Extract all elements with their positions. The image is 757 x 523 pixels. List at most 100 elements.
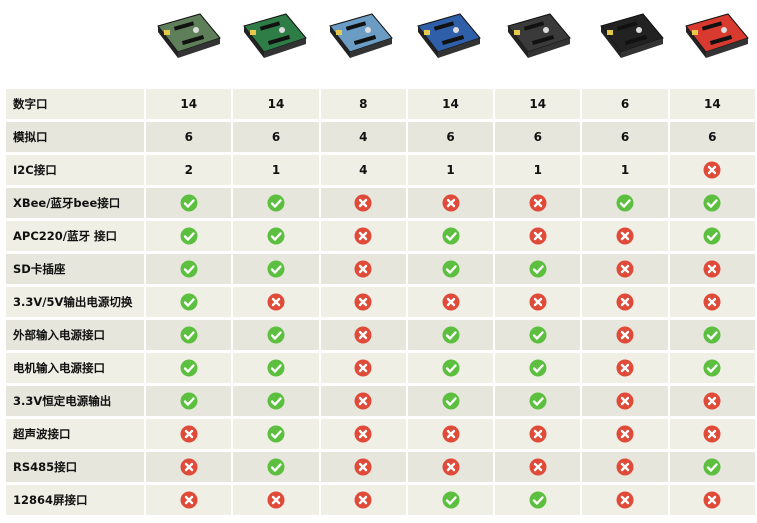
table-cell-value: 6 <box>669 122 755 152</box>
table-cell-value: 2 <box>146 155 232 185</box>
table-cell <box>320 254 406 284</box>
table-cell <box>146 353 232 383</box>
table-cell <box>233 386 319 416</box>
table-row: 电机输入电源接口 <box>6 353 755 383</box>
shield-board-2-image <box>238 8 310 70</box>
row-label: 外部输入电源接口 <box>6 320 145 350</box>
table-cell <box>669 188 755 218</box>
cross-circle-icon <box>529 227 547 245</box>
cross-circle-icon <box>703 425 721 443</box>
table-cell <box>320 320 406 350</box>
table-cell <box>495 386 581 416</box>
check-circle-icon <box>267 260 285 278</box>
shield-board-6-image <box>595 8 667 70</box>
shield-board-3-image <box>324 8 396 70</box>
check-circle-icon <box>267 227 285 245</box>
table-cell-value: 1 <box>407 155 494 185</box>
table-cell <box>407 320 494 350</box>
cross-circle-icon <box>442 194 460 212</box>
comparison-table: 数字口 14 14 8 14 14 6 14 模拟口 6 6 4 6 6 6 6 I2C接口 2 1 4 1 1 1 XBee… <box>4 86 757 518</box>
check-circle-icon <box>442 359 460 377</box>
table-cell <box>495 254 581 284</box>
cross-circle-icon <box>354 392 372 410</box>
cross-circle-icon <box>354 359 372 377</box>
row-label: 超声波接口 <box>6 419 145 449</box>
table-cell-value: 6 <box>233 122 319 152</box>
table-cell <box>582 221 668 251</box>
check-circle-icon <box>442 392 460 410</box>
table-cell <box>495 452 581 482</box>
table-cell <box>669 485 755 515</box>
check-circle-icon <box>180 194 198 212</box>
table-cell <box>495 485 581 515</box>
cross-circle-icon <box>180 425 198 443</box>
table-cell <box>669 254 755 284</box>
table-cell <box>582 188 668 218</box>
table-cell <box>582 419 668 449</box>
cross-circle-icon <box>616 458 634 476</box>
table-row: 12864屏接口 <box>6 485 755 515</box>
table-row: 3.3V恒定电源输出 <box>6 386 755 416</box>
table-cell <box>582 320 668 350</box>
cross-circle-icon <box>616 326 634 344</box>
table-cell <box>233 287 319 317</box>
table-cell-value: 6 <box>495 122 581 152</box>
table-row: RS485接口 <box>6 452 755 482</box>
table-cell <box>320 353 406 383</box>
check-circle-icon <box>180 392 198 410</box>
table-cell <box>407 221 494 251</box>
row-label: 数字口 <box>6 89 145 119</box>
check-circle-icon <box>703 458 721 476</box>
cross-circle-icon <box>616 227 634 245</box>
check-circle-icon <box>442 326 460 344</box>
cross-circle-icon <box>354 326 372 344</box>
row-label: I2C接口 <box>6 155 145 185</box>
table-cell <box>407 386 494 416</box>
check-circle-icon <box>442 227 460 245</box>
table-cell <box>669 353 755 383</box>
table-cell <box>320 386 406 416</box>
table-cell-value: 4 <box>320 155 406 185</box>
table-cell-value: 4 <box>320 122 406 152</box>
check-circle-icon <box>616 194 634 212</box>
table-cell <box>407 188 494 218</box>
cross-circle-icon <box>267 491 285 509</box>
row-label: 3.3V恒定电源输出 <box>6 386 145 416</box>
check-circle-icon <box>267 425 285 443</box>
table-cell <box>582 485 668 515</box>
check-circle-icon <box>180 227 198 245</box>
cross-circle-icon <box>354 227 372 245</box>
check-circle-icon <box>529 491 547 509</box>
cross-circle-icon <box>703 392 721 410</box>
table-cell <box>320 419 406 449</box>
table-cell <box>320 221 406 251</box>
table-cell <box>146 386 232 416</box>
table-cell-value: 14 <box>495 89 581 119</box>
cross-circle-icon <box>616 491 634 509</box>
table-cell-value: 8 <box>320 89 406 119</box>
table-cell <box>146 452 232 482</box>
check-circle-icon <box>180 326 198 344</box>
table-cell <box>146 419 232 449</box>
table-cell <box>582 353 668 383</box>
cross-circle-icon <box>354 293 372 311</box>
row-label: 3.3V/5V输出电源切换 <box>6 287 145 317</box>
cross-circle-icon <box>442 293 460 311</box>
table-cell-value: 14 <box>146 89 232 119</box>
check-circle-icon <box>267 458 285 476</box>
table-row: 模拟口 6 6 4 6 6 6 6 <box>6 122 755 152</box>
comparison-table-body: 数字口 14 14 8 14 14 6 14 模拟口 6 6 4 6 6 6 6 I2C接口 2 1 4 1 1 1 XBee… <box>6 89 755 515</box>
table-cell <box>233 254 319 284</box>
table-cell <box>669 452 755 482</box>
row-label: 12864屏接口 <box>6 485 145 515</box>
cross-circle-icon <box>616 359 634 377</box>
cross-circle-icon <box>354 260 372 278</box>
cross-circle-icon <box>442 458 460 476</box>
table-cell <box>582 254 668 284</box>
table-cell <box>233 320 319 350</box>
table-cell <box>233 353 319 383</box>
cross-circle-icon <box>180 458 198 476</box>
check-circle-icon <box>267 359 285 377</box>
table-cell <box>233 452 319 482</box>
